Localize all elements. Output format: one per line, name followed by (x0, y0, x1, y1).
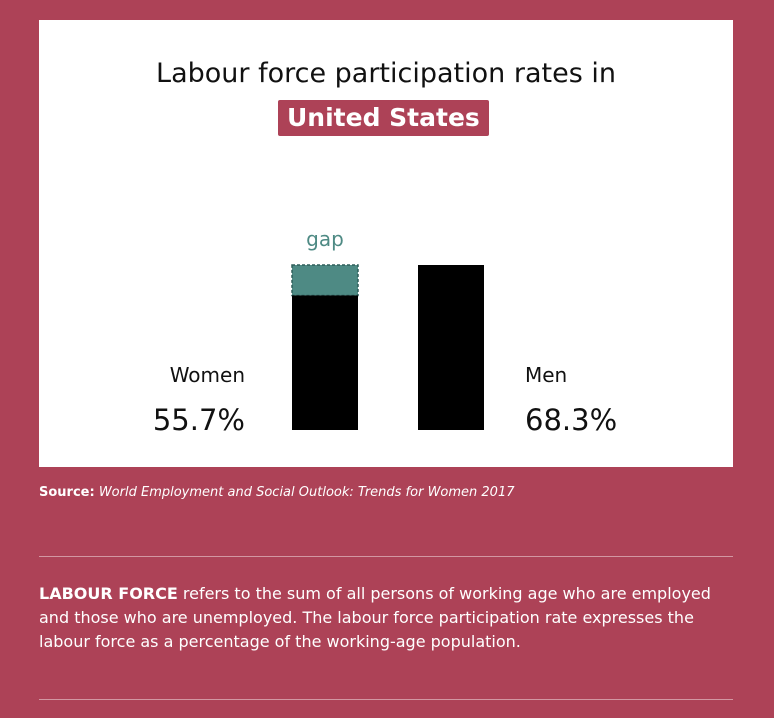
definition-text: LABOUR FORCE refers to the sum of all pe… (39, 582, 729, 654)
chart-title: Labour force participation rates in (156, 58, 616, 89)
source-note: Source: World Employment and Social Outl… (39, 485, 515, 500)
divider-bottom (39, 699, 733, 700)
source-label: Source: (39, 485, 95, 500)
category-label-men: Men (525, 363, 567, 387)
country-highlight: United States (278, 100, 489, 136)
bar-men (418, 265, 484, 430)
bar-women (292, 295, 358, 430)
definition-term: LABOUR FORCE (39, 584, 178, 603)
value-label-women: 55.7% (153, 403, 245, 437)
category-label-women: Women (170, 363, 245, 387)
chart-card: Labour force participation rates in Unit… (39, 20, 733, 467)
gap-segment (291, 264, 359, 297)
value-label-men: 68.3% (525, 403, 617, 437)
gap-label: gap (306, 227, 344, 251)
divider-top (39, 556, 733, 557)
source-text: World Employment and Social Outlook: Tre… (98, 485, 515, 500)
definition-body: refers to the sum of all persons of work… (39, 584, 711, 651)
bar-chart: gap Women 55.7% Men 68.3% (153, 227, 617, 437)
